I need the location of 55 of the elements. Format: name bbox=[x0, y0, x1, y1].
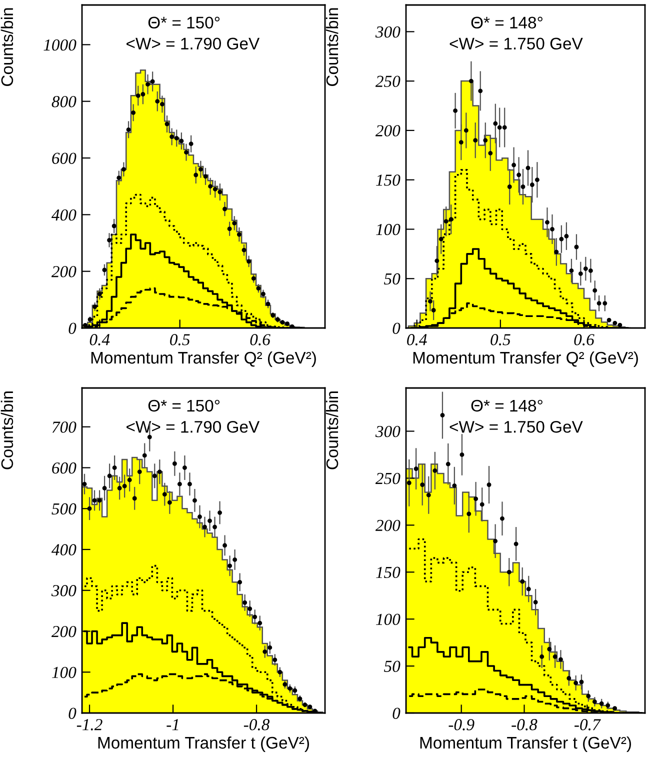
y-tick-label: 700 bbox=[52, 422, 76, 433]
y-axis-title: Counts/bin bbox=[326, 391, 338, 470]
y-tick-label: 100 bbox=[376, 614, 400, 626]
annotation: <W> = 1.750 GeV bbox=[450, 38, 583, 50]
y-tick-label: 400 bbox=[51, 544, 76, 556]
y-tick-label: 1000 bbox=[44, 39, 76, 51]
annotation: Θ* = 150° bbox=[148, 400, 220, 412]
x-tick-label: -0.8 bbox=[244, 719, 270, 730]
y-tick-label: 600 bbox=[52, 462, 76, 474]
y-tick-label: 500 bbox=[52, 503, 76, 515]
x-tick-label: 0.6 bbox=[574, 334, 594, 346]
x-tick-label: 0.6 bbox=[250, 334, 270, 346]
y-tick-label: 200 bbox=[375, 520, 400, 532]
y-tick-label: 150 bbox=[376, 566, 400, 578]
y-tick-label: 600 bbox=[52, 152, 76, 164]
y-tick-label: 300 bbox=[375, 26, 400, 38]
x-tick-label: 0.5 bbox=[490, 334, 510, 346]
x-tick-label: 0.4 bbox=[407, 334, 427, 346]
x-tick-label: 0.4 bbox=[90, 334, 110, 346]
y-tick-label: 300 bbox=[51, 585, 76, 596]
x-axis-title: Momentum Transfer t (GeV²) bbox=[420, 736, 631, 752]
y-tick-label: 200 bbox=[375, 125, 400, 136]
y-tick-label: 50 bbox=[384, 660, 400, 672]
x-tick-label: 0.5 bbox=[170, 334, 190, 346]
annotation: <W> = 1.750 GeV bbox=[450, 420, 583, 433]
x-axis-title: Momentum Transfer Q² (GeV²) bbox=[413, 351, 638, 367]
y-tick-label: 150 bbox=[376, 174, 400, 186]
x-tick-label: -0.7 bbox=[574, 719, 601, 730]
x-axis-title: Momentum Transfer Q² (GeV²) bbox=[91, 351, 316, 367]
y-tick-label: 100 bbox=[52, 666, 76, 678]
y-tick-label: 0 bbox=[68, 322, 76, 334]
y-tick-label: 800 bbox=[52, 96, 76, 108]
y-tick-label: 400 bbox=[51, 209, 76, 221]
annotation: Θ* = 150° bbox=[148, 16, 220, 29]
x-axis-title: Momentum Transfer t (GeV²) bbox=[98, 736, 309, 752]
y-axis-title: Counts/bin bbox=[0, 391, 14, 470]
y-tick-label: 100 bbox=[376, 224, 400, 236]
x-tick-label: -0.8 bbox=[512, 719, 538, 730]
y-tick-label: 250 bbox=[375, 76, 400, 88]
y-tick-label: 0 bbox=[392, 708, 400, 719]
annotation: <W> = 1.790 GeV bbox=[126, 38, 260, 50]
y-tick-label: 0 bbox=[392, 322, 400, 334]
y-tick-label: 200 bbox=[51, 626, 76, 638]
y-tick-label: 250 bbox=[375, 472, 400, 484]
y-tick-label: 200 bbox=[51, 266, 76, 278]
x-tick-label: -1.2 bbox=[76, 719, 102, 730]
annotation: Θ* = 148° bbox=[471, 16, 542, 29]
x-tick-label: -1 bbox=[166, 719, 178, 730]
annotation: Θ* = 148° bbox=[471, 400, 542, 412]
x-tick-label: -0.9 bbox=[448, 719, 474, 730]
y-axis-title: Counts/bin bbox=[0, 8, 14, 86]
y-tick-label: 50 bbox=[384, 273, 400, 285]
y-tick-label: 300 bbox=[375, 426, 400, 438]
y-tick-label: 0 bbox=[68, 708, 76, 719]
y-axis-title: Counts/bin bbox=[326, 8, 338, 86]
